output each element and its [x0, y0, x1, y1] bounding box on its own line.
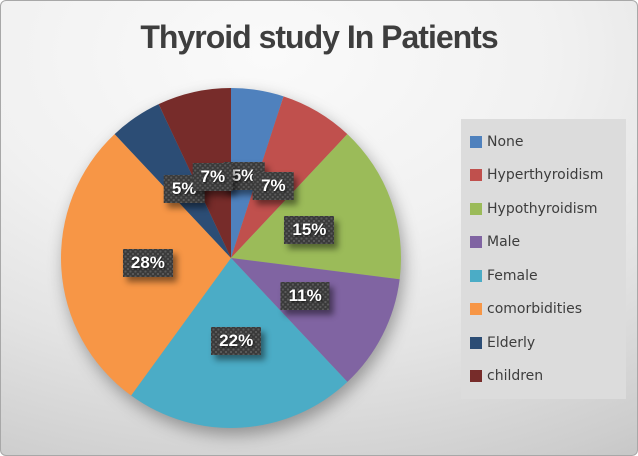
- legend: None Hyperthyroidism Hypothyroidism Male…: [461, 119, 626, 399]
- legend-item-male: Male: [470, 232, 626, 252]
- legend-item-children: children: [470, 366, 626, 386]
- legend-label: Elderly: [487, 334, 536, 351]
- legend-swatch-children: [470, 370, 482, 383]
- legend-item-female: Female: [470, 266, 626, 286]
- legend-swatch-none: [470, 135, 482, 148]
- data-label-female: 22%: [211, 327, 261, 355]
- legend-label: comorbidities: [487, 301, 583, 318]
- pie-slice-none: [231, 88, 284, 258]
- data-label-elderly: 5%: [164, 175, 205, 203]
- legend-item-none: None: [470, 132, 626, 152]
- legend-label: children: [487, 368, 544, 385]
- legend-swatch-comorbidities: [470, 303, 482, 316]
- pie-slice-male: [231, 258, 400, 382]
- data-label-hypothyroidism: 15%: [284, 216, 334, 244]
- legend-label: Hypothyroidism: [487, 200, 598, 217]
- data-label-children: 7%: [193, 163, 234, 191]
- legend-item-comorbidities: comorbidities: [470, 299, 626, 319]
- legend-swatch-elderly: [470, 336, 482, 349]
- data-label-comorbidities: 28%: [123, 249, 173, 277]
- legend-label: None: [487, 133, 524, 150]
- pie-slice-hyperthyroidism: [231, 96, 348, 258]
- legend-label: Hyperthyroidism: [487, 167, 604, 184]
- chart-title: Thyroid study In Patients: [140, 19, 498, 55]
- legend-swatch-male: [470, 236, 482, 249]
- legend-item-elderly: Elderly: [470, 333, 626, 353]
- data-label-none: 5%: [224, 162, 265, 190]
- data-label-male: 11%: [281, 282, 330, 310]
- legend-item-hypothyroidism: Hypothyroidism: [470, 199, 626, 219]
- pie-slice-hypothyroidism: [231, 134, 401, 280]
- pie-slice-children: [158, 88, 231, 258]
- legend-item-hyperthyroidism: Hyperthyroidism: [470, 165, 626, 185]
- legend-swatch-female: [470, 269, 482, 282]
- legend-label: Male: [487, 234, 521, 251]
- legend-swatch-hyperthyroidism: [470, 169, 482, 182]
- data-label-hyperthyroidism: 7%: [253, 172, 294, 200]
- legend-swatch-hypothyroidism: [470, 202, 482, 215]
- legend-label: Female: [487, 267, 538, 284]
